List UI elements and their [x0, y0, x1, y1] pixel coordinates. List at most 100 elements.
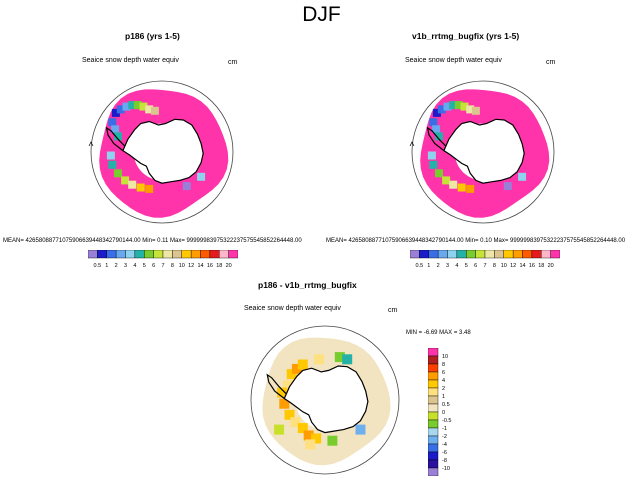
- panel-2-colorbar-tick-label: 16: [529, 263, 535, 269]
- panel-2-band-cell: [432, 108, 441, 117]
- panel-2-map: [409, 80, 555, 224]
- panel-2-band-cell: [460, 102, 469, 111]
- panel-1-map: [88, 80, 234, 224]
- panel-1-colorbar-swatch: [115, 250, 126, 259]
- panel-3-colorbar-tick-label: 6: [442, 370, 445, 376]
- panel-1-band-cell: [128, 180, 137, 189]
- panel-3-colorbar-swatch: [428, 427, 439, 437]
- panel-3-diff-cell: [311, 433, 322, 444]
- panel-1-colorbar-tick-label: 14: [197, 263, 203, 269]
- panel-1-band-cell: [145, 184, 154, 193]
- panel-1-colorbar-swatch: [97, 250, 107, 259]
- panel-3-colorbar-tick-label: -4: [442, 442, 447, 448]
- panel-1-band-cell: [111, 108, 120, 117]
- panel-1-antarctica-coast: [122, 118, 204, 184]
- panel-1-colorbar-swatch: [219, 250, 229, 259]
- panel-3-diff-cell: [355, 424, 366, 435]
- panel-2-band-cell: [471, 106, 480, 115]
- panel-3-diff-cell: [284, 409, 295, 420]
- panel-2-colorbar-tick-label: 8: [493, 263, 496, 269]
- panel-2-peninsula: [426, 126, 447, 152]
- panel-1-band-cell: [121, 176, 130, 185]
- panel-1-colorbar-tick-label: 10: [179, 263, 185, 269]
- panel-3-diff-cell: [327, 435, 338, 446]
- panel-1-band-cell: [133, 101, 142, 110]
- panel-1-band-cell: [114, 132, 122, 141]
- panel-1-band-cell: [106, 151, 115, 160]
- panel-2-band-cell: [443, 102, 452, 111]
- panel-1-colorbar-tick-label: 8: [171, 263, 174, 269]
- panel-2-antarctica-coast: [443, 118, 525, 184]
- panel-1-colorbar-swatch: [88, 250, 98, 259]
- panel-2-colorbar-swatch: [437, 250, 448, 259]
- panel-3-map-boundary: [250, 325, 400, 475]
- panel-1-peninsula: [105, 126, 126, 152]
- panel-1-colorbar-tick-label: 18: [216, 263, 222, 269]
- panel-3-colorbar: 10 8 6 4 2 1 0.5 0 -0.5 -1 -2 -4 -6 -8 -10: [428, 348, 451, 476]
- panel-3-colorbar-swatch: [428, 395, 439, 405]
- panel-3-colorbar-swatch: [428, 451, 439, 461]
- panel-1-band-cell: [136, 183, 145, 192]
- panel-2-band-cell: [427, 151, 436, 160]
- panel-3-colorbar-tick-label: -6: [442, 450, 447, 456]
- panel-3-colorbar-swatch: [428, 435, 439, 445]
- panel-1-colorbar-swatch: [144, 250, 154, 259]
- panel-3-diff-cell: [274, 424, 285, 435]
- panel-3-peninsula: [266, 373, 287, 399]
- panel-1-units: cm: [228, 59, 238, 66]
- panel-2-colorbar-tick-label: 1: [427, 263, 430, 269]
- panel-1-band-cell: [116, 105, 125, 114]
- panel-1-band-cell: [122, 102, 131, 111]
- panel-2-colorbar-tick-label: 12: [510, 263, 516, 269]
- panel-1-colorbar-tick-label: 6: [152, 263, 155, 269]
- panel-2-colorbar-swatch: [512, 250, 523, 259]
- panel-2-colorbar-tick-label: 0.5: [416, 263, 424, 269]
- panel-2-colorbar-swatch: [410, 250, 420, 259]
- panel-1-colorbar-swatch: [125, 250, 136, 259]
- panel-2-band-cell: [437, 105, 446, 114]
- panel-1-band-cell: [128, 101, 137, 110]
- panel-2-colorbar-swatch: [550, 250, 560, 259]
- panel-2-colorbar-tick-label: 20: [548, 263, 554, 269]
- panel-1-colorbar-tick-label: 2: [115, 263, 118, 269]
- panel-3-colorbar-tick-label: 0.5: [442, 402, 450, 408]
- panel-3-colorbar-tick-label: 1: [442, 394, 445, 400]
- panel-2-colorbar-swatch: [456, 250, 467, 259]
- panel-2-colorbar-swatch: [531, 250, 542, 259]
- panel-1-band-cell: [108, 160, 117, 169]
- panel-2-band-cell: [457, 183, 466, 192]
- panel-2-band-cell: [429, 160, 438, 169]
- panel-3-antarctica-coast: [283, 365, 369, 434]
- panel-1-band-cell: [150, 106, 159, 115]
- panel-2-stats: MEAN= 42658088771075906639448342790144.0…: [326, 238, 626, 244]
- panel-2-colorbar-tick-label: 5: [465, 263, 468, 269]
- panel-2-colorbar-tick-label: 3: [446, 263, 449, 269]
- panel-3-colorbar-tick-label: 2: [442, 386, 445, 392]
- panel-3-diff-cell: [279, 398, 290, 409]
- panel-2-band-cell: [432, 125, 441, 134]
- panel-1-colorbar-swatch: [134, 250, 145, 259]
- panel-3-colorbar-tick-label: 4: [442, 378, 445, 384]
- panel-3-colorbar-swatch: [428, 379, 439, 389]
- panel-3-colorbar-tick-label: -1: [442, 426, 447, 432]
- panel-3-diff-cell: [277, 387, 288, 398]
- panel-2-band-cell: [503, 182, 512, 191]
- panel-2-colorbar-swatch: [466, 250, 476, 259]
- panel-2-colorbar-swatch: [522, 250, 533, 259]
- panel-1-variable: Seaice snow depth water equiv: [82, 57, 179, 64]
- panel-2-colorbar-tick-label: 6: [474, 263, 477, 269]
- panel-1-colorbar-swatch: [200, 250, 211, 259]
- panel-2-band-cell: [454, 101, 463, 110]
- panel-3-diff-cell: [286, 369, 297, 380]
- panel-1-colorbar-swatch: [162, 250, 173, 259]
- panel-2-colorbar-swatch: [475, 250, 486, 259]
- panel-1-colorbar-swatch: [153, 250, 164, 259]
- panel-1-orientation-mark: [88, 141, 94, 147]
- panel-2-colorbar-swatch: [484, 250, 495, 259]
- panel-3-diff-cell: [303, 430, 314, 441]
- panel-1-band-cell: [197, 172, 206, 181]
- panel-3-diff-cell: [283, 380, 293, 391]
- panel-3-colorbar-tick-label: 0: [442, 410, 445, 416]
- panel-2-colorbar-tick-label: 10: [501, 263, 507, 269]
- panel-1-colorbar-tick-label: 16: [207, 263, 213, 269]
